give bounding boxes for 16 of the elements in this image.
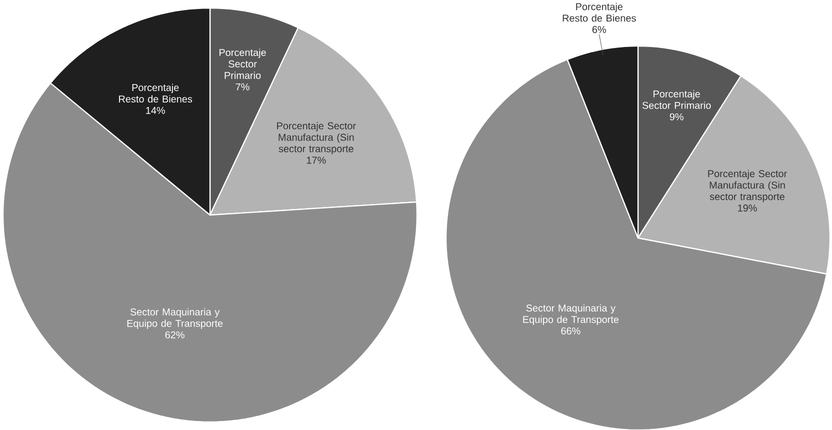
slice-label: Porcentaje Resto de Bienes xyxy=(562,2,636,22)
slice-label: Sector Maquinaria y Equipo de Transporte xyxy=(523,304,619,325)
slice-label: Porcentaje Sector Manufactura (Sin sector transporte xyxy=(708,170,787,202)
data-label: 66% xyxy=(561,327,580,334)
slice-label: Porcentaje Resto de Bienes xyxy=(119,84,192,103)
data-label: 7% xyxy=(236,83,250,90)
data-label: 19% xyxy=(738,204,757,212)
data-label: 14% xyxy=(146,106,165,114)
data-label: 9% xyxy=(670,113,684,120)
slice-label: Sector Maquinaria y Equipo de Transporte xyxy=(127,308,223,329)
slice-label: Porcentaje Sector Primario xyxy=(220,48,266,79)
data-label: 62% xyxy=(165,331,184,338)
data-label: 6% xyxy=(592,26,606,34)
slice-label: Porcentaje Sector Manufactura (Sin sector transporte xyxy=(277,122,356,154)
data-label: 17% xyxy=(306,156,326,164)
slice-label: Porcentaje Sector Primario xyxy=(642,90,711,109)
